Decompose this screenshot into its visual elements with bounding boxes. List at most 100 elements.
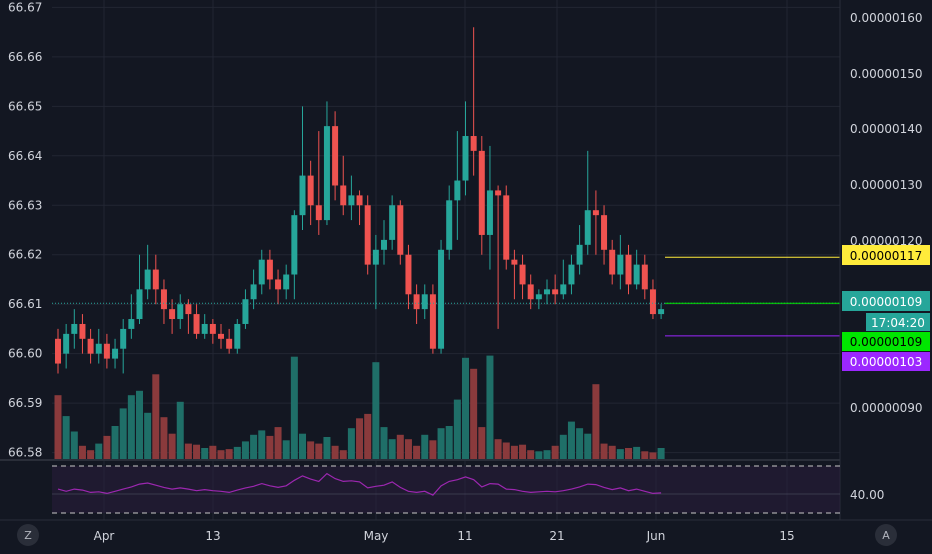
right-tick-label: 0.00000120	[850, 234, 923, 248]
time-tick-label: 13	[205, 529, 220, 543]
candle-body	[258, 259, 265, 285]
volume-bar	[193, 444, 201, 459]
volume-bar	[388, 439, 396, 459]
yellow-line-value: 0.00000117	[850, 249, 923, 263]
volume-bar	[119, 408, 127, 459]
volume-bar	[127, 395, 135, 459]
candle-body	[315, 205, 322, 221]
volume-bar	[225, 449, 233, 459]
rsi-pane: 40.00	[52, 465, 884, 514]
auto-scale-left-button[interactable]: Z	[17, 524, 39, 546]
volume-bar	[339, 450, 347, 459]
candle-body	[413, 294, 420, 310]
volume-bar	[250, 434, 258, 459]
candle-body	[372, 249, 379, 265]
candle-body	[535, 294, 542, 300]
right-tick-label: 0.00000140	[850, 122, 923, 136]
candle-body	[560, 284, 567, 295]
candle-body	[120, 328, 127, 349]
candle-body	[348, 195, 355, 206]
candle-body	[136, 289, 143, 320]
candle-body	[389, 205, 396, 240]
candle-body	[568, 264, 575, 285]
volume-bar	[470, 368, 478, 459]
volume-bar	[649, 452, 657, 459]
volume-bar	[307, 441, 315, 459]
volume-bar	[502, 442, 510, 459]
left-tick-label: 66.61	[8, 297, 42, 311]
candle-body	[242, 299, 249, 324]
candle-body	[55, 338, 61, 364]
candle-body	[63, 333, 70, 354]
volume-bar	[559, 434, 567, 459]
volume-bar	[111, 426, 119, 459]
candle-body	[511, 259, 518, 265]
candle-body	[323, 126, 330, 221]
candle-body	[617, 254, 624, 275]
candle-body	[544, 289, 550, 295]
volume-bar	[266, 435, 274, 459]
candle-body	[641, 264, 648, 290]
time-tick-label: 21	[549, 529, 564, 543]
left-price-axis[interactable]: 66.58 66.59 66.60 66.61 66.62 66.63 66.64 66.65…	[8, 0, 42, 459]
volume-bar	[87, 450, 95, 459]
time-tick-label: May	[364, 529, 389, 543]
volume-bar	[364, 413, 372, 459]
volume-bar	[103, 435, 111, 459]
volume-bar	[608, 445, 616, 459]
candle-body	[144, 269, 151, 290]
volume-bar	[62, 416, 70, 459]
time-axis[interactable]: Apr 13 May 11 21 Jun 15	[94, 529, 795, 543]
volume-bar	[494, 439, 502, 459]
volume-bar	[551, 445, 559, 459]
volume-bar	[421, 434, 429, 459]
candle-body	[291, 215, 298, 275]
auto-scale-right-button[interactable]: A	[875, 524, 897, 546]
candle-body	[87, 338, 94, 354]
left-tick-label: 66.67	[8, 0, 42, 14]
volume-bar	[144, 412, 152, 459]
price-lines	[52, 256, 840, 337]
rsi-band	[52, 466, 840, 513]
candle-body	[438, 249, 445, 349]
volume-bar	[274, 427, 282, 459]
right-price-axis[interactable]: 0.00000160 0.00000150 0.00000140 0.00000130…	[850, 11, 923, 415]
volume-bar	[657, 448, 665, 459]
candle-body	[112, 348, 119, 359]
countdown-badge	[866, 313, 930, 331]
candle-body	[454, 180, 461, 201]
volume-bar	[437, 428, 445, 459]
volume-bar	[567, 421, 575, 459]
candle-body	[71, 323, 78, 334]
candle-body	[128, 319, 135, 329]
volume-bar	[152, 374, 160, 459]
left-tick-label: 66.64	[8, 149, 42, 163]
candle-body	[470, 136, 477, 151]
candle-body	[332, 126, 339, 186]
candle-body	[185, 304, 192, 315]
time-tick-label: Apr	[94, 529, 115, 543]
candle-body	[486, 190, 493, 235]
volume-bar	[323, 437, 331, 459]
volume-bar	[535, 451, 543, 459]
time-tick-label: 15	[779, 529, 794, 543]
green-line-badge	[842, 332, 930, 351]
candle-body	[633, 264, 640, 285]
volume-bar	[380, 427, 388, 459]
candle-body	[381, 239, 387, 250]
volume-bar	[445, 426, 453, 459]
volume-bar	[347, 428, 355, 459]
volume-bar	[282, 440, 290, 459]
candle-body	[397, 205, 404, 255]
candle-body	[226, 338, 233, 349]
candle-body	[495, 190, 502, 196]
rsi-line	[57, 472, 662, 496]
left-tick-label: 66.60	[8, 347, 42, 361]
candle-body	[462, 136, 469, 181]
volume-bar	[241, 441, 249, 459]
time-tick-label: Jun	[646, 529, 666, 543]
candle-body	[421, 294, 428, 310]
volume-bar	[625, 448, 632, 459]
purple-line-value: 0.00000103	[850, 355, 923, 369]
